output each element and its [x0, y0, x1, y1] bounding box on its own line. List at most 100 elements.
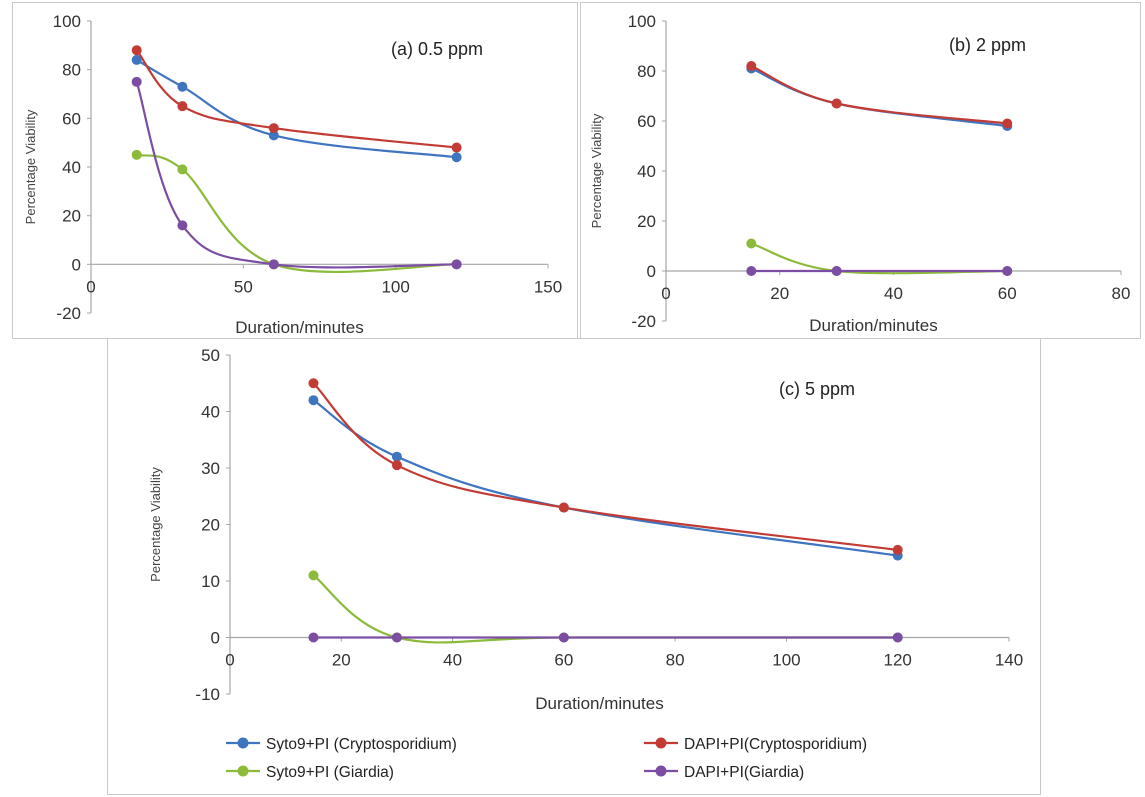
- data-point-dapi_crypto: [177, 101, 188, 112]
- chart-title: (a) 0.5 ppm: [391, 39, 483, 59]
- y-tick-label: 10: [201, 572, 220, 591]
- y-tick-label: 60: [637, 112, 656, 131]
- y-tick-label: 30: [201, 459, 220, 478]
- y-tick-label: 40: [201, 403, 220, 422]
- y-tick-label: 0: [211, 629, 220, 648]
- data-point-dapi_crypto: [131, 45, 142, 56]
- data-point-syto9_crypto: [177, 81, 188, 92]
- y-axis-label: Percentage Viability: [23, 109, 38, 224]
- data-point-syto9_giardia: [308, 570, 319, 581]
- x-axis-label: Duration/minutes: [535, 694, 664, 713]
- x-tick-label: 100: [772, 651, 800, 670]
- x-tick-label: 40: [884, 284, 903, 303]
- series-line-dapi_crypto: [135, 49, 457, 149]
- x-axis-label: Duration/minutes: [809, 316, 938, 335]
- legend-marker-syto9_giardia: [237, 765, 249, 777]
- legend-marker-dapi_crypto: [655, 737, 667, 749]
- data-point-dapi_giardia: [268, 259, 279, 270]
- x-tick-label: 40: [443, 651, 462, 670]
- x-axis-label: Duration/minutes: [235, 318, 364, 337]
- y-tick-label: 20: [637, 212, 656, 231]
- data-point-dapi_crypto: [451, 142, 462, 153]
- x-tick-label: 150: [534, 277, 562, 296]
- data-point-dapi_crypto: [892, 544, 903, 555]
- legend-label-dapi_crypto: DAPI+PI(Cryptosporidium): [684, 736, 867, 753]
- y-tick-label: 60: [62, 109, 81, 128]
- y-tick-label: 80: [62, 61, 81, 80]
- y-tick-label: 20: [62, 207, 81, 226]
- data-point-dapi_giardia: [451, 259, 462, 270]
- x-tick-label: 20: [332, 651, 351, 670]
- x-tick-label: 0: [225, 651, 234, 670]
- y-tick-label: 40: [637, 162, 656, 181]
- x-tick-label: 60: [998, 284, 1017, 303]
- data-point-dapi_crypto: [746, 61, 757, 71]
- data-point-syto9_crypto: [268, 130, 279, 141]
- series-line-dapi_crypto: [312, 382, 898, 552]
- y-tick-label: 20: [201, 516, 220, 535]
- y-tick-label: 0: [72, 255, 81, 274]
- y-axis-label: Percentage Viability: [148, 467, 163, 582]
- x-tick-label: 80: [1112, 284, 1131, 303]
- chart-a-svg: -20 0 20 40 60 80 100 0 50 100 150 Duration/minutes…: [23, 12, 562, 337]
- y-tick-label: 40: [62, 158, 81, 177]
- data-point-dapi_giardia: [892, 632, 903, 643]
- y-axis-label: Percentage Viability: [589, 113, 604, 228]
- legend-label-dapi_giardia: DAPI+PI(Giardia): [684, 764, 804, 781]
- legend-label-syto9_giardia: Syto9+PI (Giardia): [266, 764, 394, 781]
- data-point-syto9_giardia: [177, 164, 188, 175]
- data-point-dapi_giardia: [391, 632, 402, 643]
- data-point-dapi_crypto: [1002, 118, 1013, 129]
- data-point-dapi_giardia: [746, 266, 757, 276]
- y-tick-label: -20: [56, 304, 81, 323]
- data-point-dapi_crypto: [308, 378, 319, 389]
- legend-marker-dapi_giardia: [655, 765, 667, 777]
- chart-panel-b: -20 0 20 40 60 80 100 0 20 40 60 80 Duration/minutes…: [580, 2, 1141, 339]
- series-line-syto9_crypto: [136, 58, 457, 159]
- y-tick-label: 100: [53, 12, 81, 31]
- data-point-dapi_crypto: [558, 502, 569, 513]
- chart-panel-a: -20 0 20 40 60 80 100 0 50 100 150 Duration/minutes…: [12, 2, 578, 339]
- x-tick-label: 0: [86, 277, 95, 296]
- x-tick-label: 0: [661, 284, 670, 303]
- data-point-dapi_giardia: [177, 220, 188, 231]
- data-point-syto9_giardia: [131, 149, 142, 160]
- series-line-dapi_giardia: [135, 81, 457, 269]
- x-tick-label: 120: [884, 651, 912, 670]
- y-tick-label: 50: [201, 346, 220, 365]
- data-point-syto9_crypto: [131, 54, 142, 65]
- x-tick-label: 50: [234, 277, 253, 296]
- y-tick-label: -10: [195, 685, 220, 704]
- y-tick-label: 0: [647, 262, 656, 281]
- legend-label-syto9_crypto: Syto9+PI (Cryptosporidium): [266, 736, 457, 753]
- data-point-dapi_giardia: [558, 632, 569, 643]
- data-point-dapi_crypto: [391, 460, 402, 471]
- data-point-dapi_giardia: [831, 266, 842, 276]
- data-point-dapi_crypto: [268, 123, 279, 134]
- legend-marker-syto9_crypto: [237, 737, 249, 749]
- chart-panel-c: -10 0 10 20 30 40 50 0 20 40 60 80 100 120 140 Duration…: [107, 338, 1041, 795]
- series-line-syto9_giardia: [136, 153, 457, 273]
- data-point-dapi_giardia: [1002, 266, 1013, 276]
- chart-title: (c) 5 ppm: [779, 379, 855, 399]
- data-point-dapi_crypto: [831, 98, 842, 109]
- x-tick-label: 80: [666, 651, 685, 670]
- data-point-syto9_crypto: [308, 395, 319, 406]
- series-line-syto9_crypto: [312, 399, 898, 557]
- x-tick-label: 20: [770, 284, 789, 303]
- data-point-dapi_giardia: [131, 76, 142, 87]
- data-point-syto9_crypto: [391, 451, 402, 462]
- x-tick-label: 60: [554, 651, 573, 670]
- x-tick-label: 140: [995, 651, 1023, 670]
- y-tick-label: 100: [628, 12, 656, 31]
- data-point-dapi_giardia: [308, 632, 319, 643]
- data-point-syto9_crypto: [451, 152, 462, 163]
- series-line-syto9_giardia: [750, 242, 1008, 275]
- data-point-syto9_giardia: [746, 238, 757, 249]
- series-line-syto9_crypto: [750, 67, 1008, 128]
- series-line-dapi_crypto: [750, 64, 1008, 125]
- y-tick-label: -20: [631, 312, 656, 331]
- y-tick-label: 80: [637, 62, 656, 81]
- chart-title: (b) 2 ppm: [949, 35, 1026, 55]
- chart-c-svg: -10 0 10 20 30 40 50 0 20 40 60 80 100 120 140 Duration…: [148, 346, 1023, 781]
